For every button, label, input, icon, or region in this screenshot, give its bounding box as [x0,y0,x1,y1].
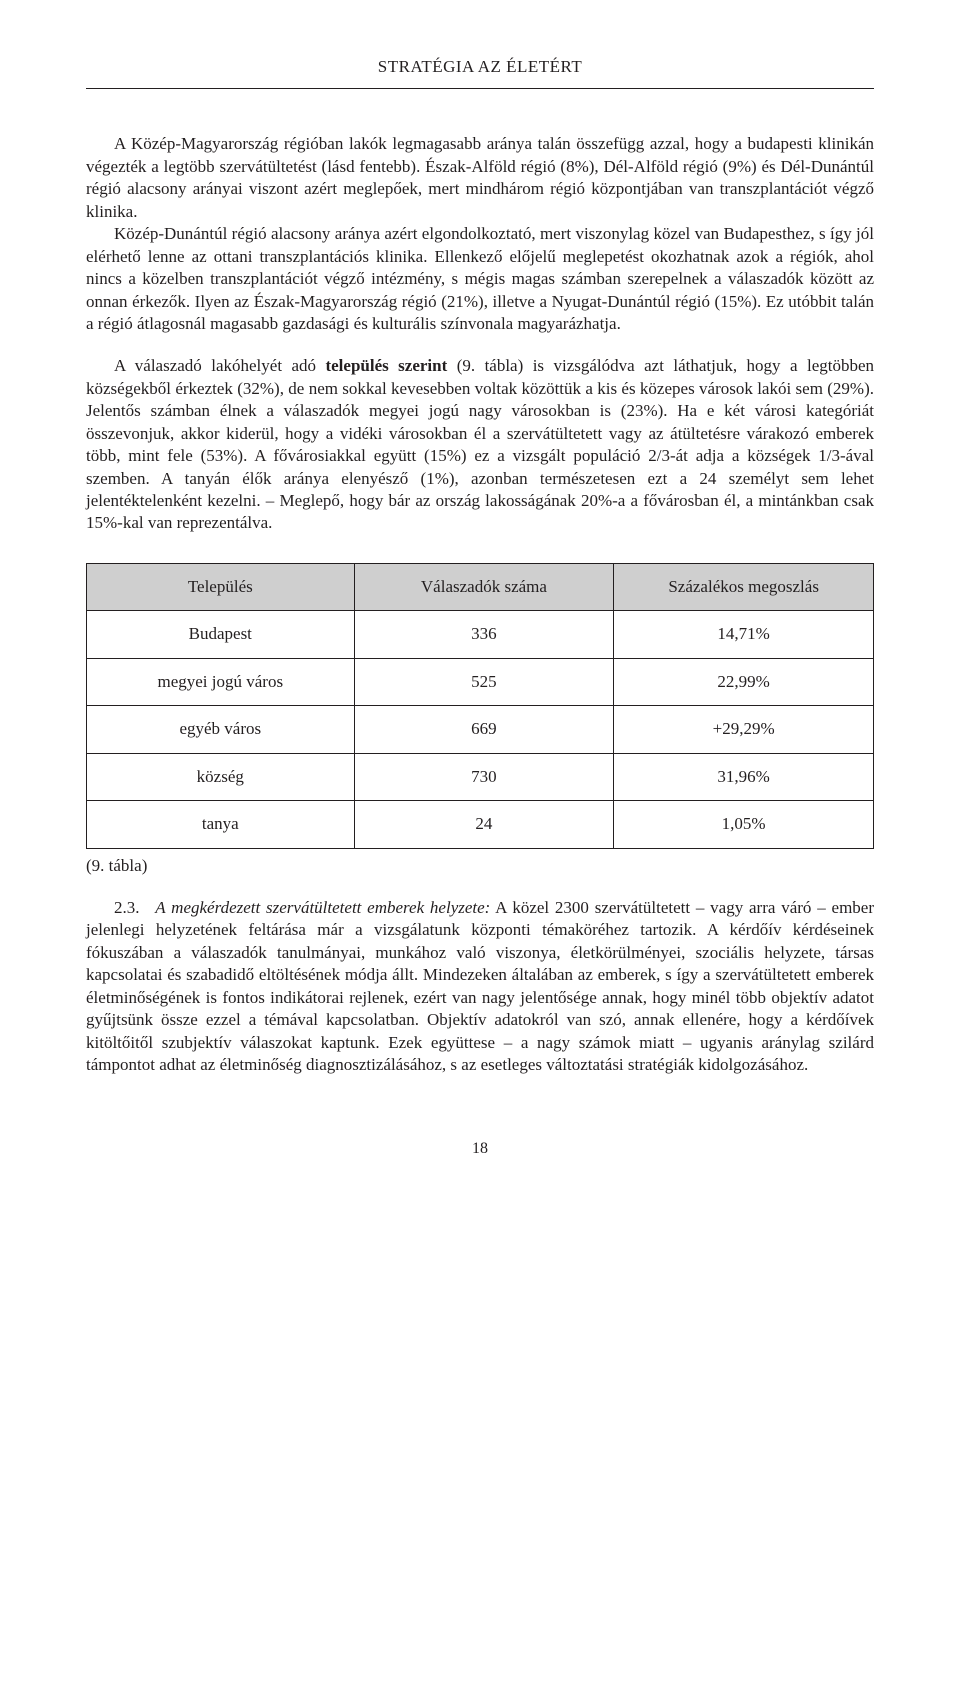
paragraph-1: A Közép-Magyarország régióban lakók legm… [86,133,874,335]
para2-rest: (9. tábla) is vizsgálódva azt láthatjuk,… [86,356,874,532]
cell: 31,96% [614,753,874,800]
settlement-table: Település Válaszadók száma Százalékos me… [86,563,874,849]
cell: 22,99% [614,658,874,705]
section-number: 2.3. [114,897,140,919]
para1-text-b: Közép-Dunántúl régió alacsony aránya azé… [86,224,874,333]
cell: egyéb város [87,706,355,753]
cell: 24 [354,801,614,848]
th-settlement: Település [87,563,355,610]
table-header-row: Település Válaszadók száma Százalékos me… [87,563,874,610]
table-row: megyei jogú város 525 22,99% [87,658,874,705]
para1-text-a: A Közép-Magyarország régióban lakók legm… [86,134,874,220]
table-row: község 730 31,96% [87,753,874,800]
cell: 669 [354,706,614,753]
para3-rest: A közel 2300 szervátültetett – vagy arra… [86,898,874,1074]
table-row: Budapest 336 14,71% [87,611,874,658]
paragraph-3: 2.3. A megkérdezett szervátültetett embe… [86,897,874,1077]
running-head: STRATÉGIA AZ ÉLETÉRT [86,56,874,89]
cell: megyei jogú város [87,658,355,705]
cell: +29,29% [614,706,874,753]
cell: 1,05% [614,801,874,848]
table-row: egyéb város 669 +29,29% [87,706,874,753]
cell: község [87,753,355,800]
cell: 730 [354,753,614,800]
cell: 336 [354,611,614,658]
table-caption: (9. tábla) [86,855,874,877]
paragraph-2: A válaszadó lakóhelyét adó település sze… [86,355,874,535]
para2-lead: A válaszadó lakóhelyét adó [114,356,325,375]
cell: 14,71% [614,611,874,658]
para2-bold: település szerint [325,356,447,375]
th-percent: Százalékos megoszlás [614,563,874,610]
cell: 525 [354,658,614,705]
para3-italic: A megkérdezett szervátültetett emberek h… [155,898,490,917]
table-row: tanya 24 1,05% [87,801,874,848]
th-count: Válaszadók száma [354,563,614,610]
cell: Budapest [87,611,355,658]
page-number: 18 [86,1138,874,1159]
cell: tanya [87,801,355,848]
